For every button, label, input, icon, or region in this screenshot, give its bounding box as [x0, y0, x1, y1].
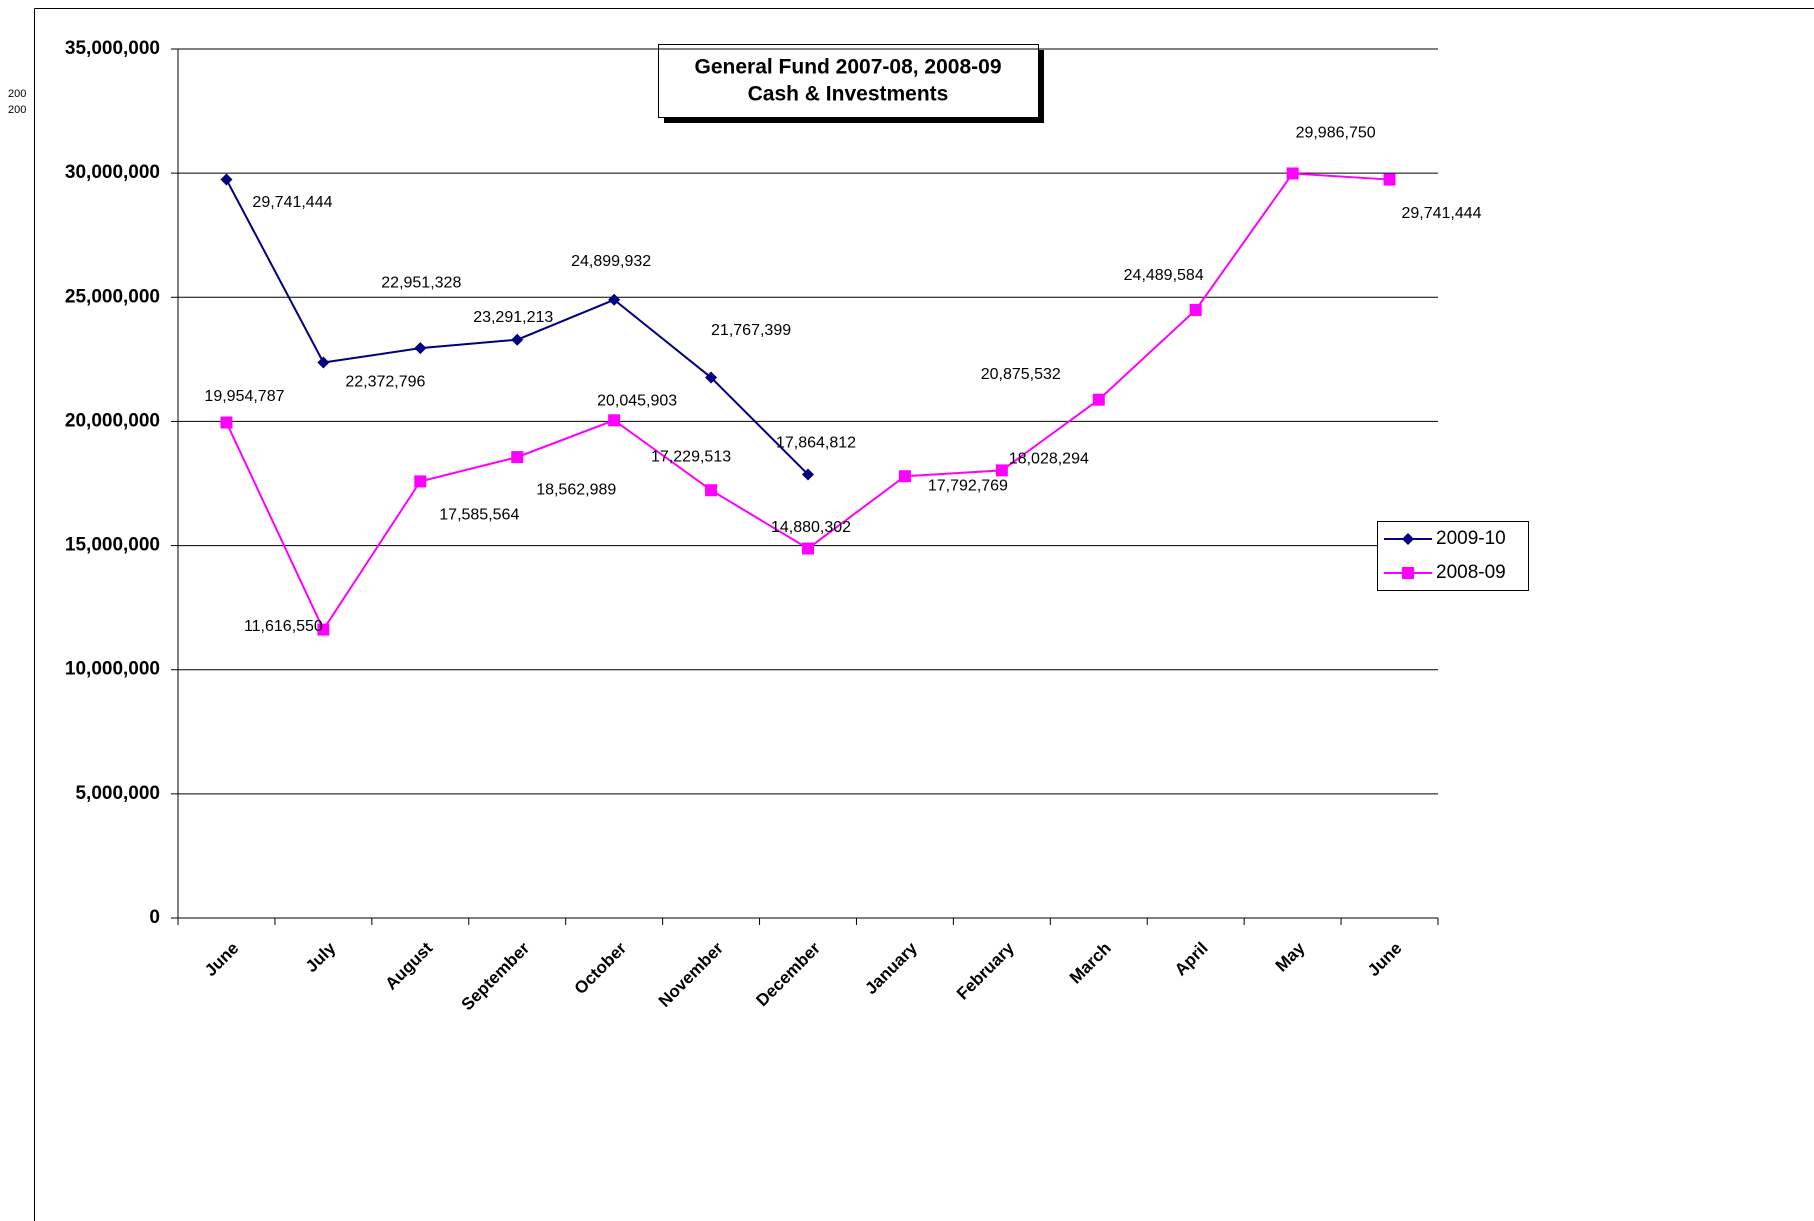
x-tick-label: July [302, 938, 340, 976]
value-label: 17,229,513 [651, 448, 731, 465]
value-label: 24,489,584 [1124, 267, 1204, 284]
title-box [658, 44, 1039, 118]
x-tick-label: December [752, 938, 824, 1010]
series-line [225, 172, 1390, 632]
value-label: 14,880,302 [771, 519, 851, 536]
legend-label: 2009-10 [1436, 528, 1506, 549]
value-label: 20,875,532 [981, 366, 1061, 383]
clipped-text: 200 [8, 88, 26, 100]
value-label: 29,986,750 [1296, 125, 1376, 142]
data-point [511, 333, 524, 346]
x-tick-label: October [571, 938, 631, 998]
data-point [317, 623, 330, 636]
data-point [414, 475, 427, 488]
data-point [608, 414, 621, 427]
value-label: 17,864,812 [776, 435, 856, 452]
chart-subtitle: Cash & Investments [748, 83, 949, 106]
data-point [995, 464, 1008, 477]
y-tick-label: 5,000,000 [75, 783, 160, 804]
value-label: 20,045,903 [597, 393, 677, 410]
legend-marker [1402, 533, 1414, 545]
x-tick-label: March [1066, 939, 1115, 988]
y-tick-label: 25,000,000 [65, 286, 160, 307]
data-point [1286, 167, 1299, 180]
value-label: 23,291,213 [473, 309, 553, 326]
x-tick-label: June [201, 939, 242, 980]
x-tick-label: November [655, 938, 727, 1010]
data-point [898, 470, 911, 483]
data-point [705, 484, 718, 497]
y-tick-label: 0 [149, 907, 160, 928]
value-label: 18,028,294 [1009, 451, 1089, 468]
data-point [220, 173, 233, 186]
data-point [608, 293, 621, 306]
x-tick-label: September [458, 938, 534, 1014]
value-label: 22,372,796 [345, 374, 425, 391]
value-label: 17,792,769 [928, 477, 1008, 494]
data-point [1189, 303, 1202, 316]
x-tick-label: June [1364, 939, 1405, 980]
data-point [414, 342, 427, 355]
x-tick-label: February [953, 938, 1018, 1003]
y-tick-label: 35,000,000 [65, 38, 160, 59]
y-tick-label: 15,000,000 [65, 535, 160, 556]
y-tick-label: 10,000,000 [65, 659, 160, 680]
value-label: 24,899,932 [571, 253, 651, 270]
value-label: 22,951,328 [381, 274, 461, 291]
value-label: 17,585,564 [439, 507, 519, 524]
data-point [1383, 173, 1396, 186]
clipped-text: 200 [8, 104, 26, 116]
value-label: 11,616,550 [244, 618, 323, 635]
legend-marker [1402, 567, 1414, 579]
value-label: 29,741,444 [252, 194, 332, 211]
y-tick-label: 30,000,000 [65, 162, 160, 183]
data-point [802, 542, 814, 555]
x-tick-label: August [381, 938, 436, 993]
data-point [802, 468, 814, 481]
data-point [705, 371, 718, 384]
value-label: 21,767,399 [711, 322, 791, 339]
value-label: 29,741,444 [1401, 205, 1481, 222]
legend-label: 2008-09 [1436, 562, 1506, 583]
data-point [317, 356, 330, 369]
x-tick-label: January [861, 938, 921, 998]
x-tick-label: April [1171, 939, 1212, 980]
x-tick-label: May [1272, 938, 1309, 975]
chart-title: General Fund 2007-08, 2008-09 [695, 56, 1002, 79]
data-point [220, 416, 233, 429]
data-point [1092, 393, 1105, 406]
value-label: 19,954,787 [204, 388, 284, 405]
y-tick-label: 20,000,000 [65, 410, 160, 431]
value-label: 18,562,989 [536, 481, 616, 498]
data-point [511, 451, 524, 464]
